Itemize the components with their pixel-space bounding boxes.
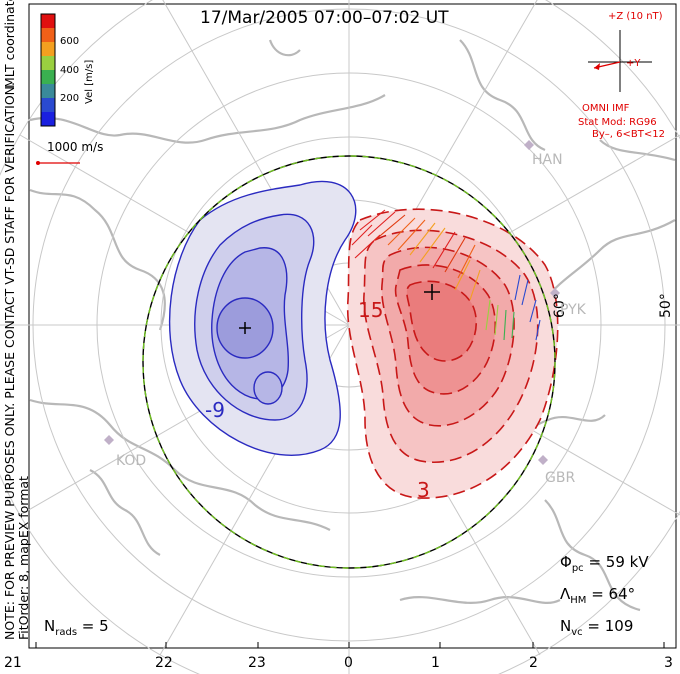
mlt-tick-marks	[35, 642, 665, 648]
negative-convection-cell	[168, 180, 357, 456]
colorbar-tick-200: 200	[60, 93, 80, 104]
imf-condition: By–, 6<BT<12	[592, 129, 665, 140]
mlt-tick-3: 3	[664, 655, 673, 671]
heppner-maynard-latitude: ΛHM = 64°	[560, 585, 635, 606]
preview-note: NOTE: FOR PREVIEW PURPOSES ONLY. PLEASE …	[2, 82, 17, 640]
lambda-symbol: Λ	[560, 585, 571, 603]
colorbar-segment	[41, 28, 55, 43]
imf-y-label: +Y	[626, 58, 641, 69]
colorbar-segment	[41, 98, 55, 113]
colorbar-segment	[41, 56, 55, 71]
colorbar-segment	[41, 84, 55, 99]
station-label-han: HAN	[532, 152, 563, 168]
radar-count: Nrads = 5	[44, 617, 109, 638]
mlt-tick-22: 22	[155, 655, 173, 671]
fit-order-note: FitOrder: 8, mapEX format	[16, 476, 31, 640]
velocity-vectors	[351, 209, 541, 341]
phi-symbol: Φ	[560, 553, 572, 571]
phi-value: = 59 kV	[583, 553, 649, 571]
lambda-subscript: HM	[570, 595, 587, 606]
colorbar-tick-400: 400	[60, 65, 80, 76]
mlt-tick-21: 21	[4, 655, 22, 671]
mlt-tick-0: 0	[344, 655, 353, 671]
colorbar-tick-600: 600	[60, 36, 80, 47]
nrads-subscript: rads	[55, 627, 78, 638]
station-label-gbr: GBR	[545, 470, 576, 486]
positive-convection-cell	[346, 208, 559, 499]
vector-count: Nvc = 109	[560, 617, 633, 638]
nvc-symbol: N	[560, 617, 572, 635]
phi-subscript: pc	[571, 563, 584, 574]
nvc-value: = 109	[582, 617, 634, 635]
colorbar-segment	[41, 42, 55, 57]
imf-dial	[588, 30, 652, 92]
reference-vector-dot	[36, 161, 40, 165]
nrads-value: = 5	[77, 617, 109, 635]
reference-vector-label: 1000 m/s	[47, 140, 104, 154]
imf-model: Stat Mod: RG96	[578, 117, 657, 128]
nrads-symbol: N	[44, 617, 56, 635]
imf-source: OMNI IMF	[582, 103, 630, 114]
colorbar-label: Vel [m/s]	[84, 59, 95, 104]
imf-z-label: +Z (10 nT)	[608, 11, 663, 22]
mlt-coordinates-caption: MLT coordinates	[2, 0, 17, 88]
potential-extrema	[239, 284, 440, 334]
mlt-tick-1: 1	[431, 655, 440, 671]
station-label-pyk: PYK	[560, 302, 586, 318]
cross-polar-potential: Φpc = 59 kV	[560, 553, 649, 574]
contour-label-15: 15	[358, 298, 384, 322]
colorbar-segment	[41, 70, 55, 85]
velocity-colorbar	[41, 14, 55, 127]
mlt-tick-23: 23	[248, 655, 266, 671]
colorbar-segment	[41, 14, 55, 29]
contour-label-3: 3	[417, 478, 430, 502]
mlt-tick-2: 2	[529, 655, 538, 671]
nvc-subscript: vc	[571, 627, 583, 638]
contour-label-minus-9: -9	[205, 398, 225, 422]
station-markers	[104, 140, 560, 465]
colorbar-border	[40, 13, 56, 127]
colorbar-segment	[41, 112, 55, 127]
map-title: 17/Mar/2005 07:00–07:02 UT	[200, 8, 449, 28]
latitude-label-50: 50°	[658, 293, 674, 318]
station-label-kod: KOD	[116, 453, 147, 469]
convection-boundary	[142, 155, 556, 569]
lambda-value: = 64°	[586, 585, 636, 603]
